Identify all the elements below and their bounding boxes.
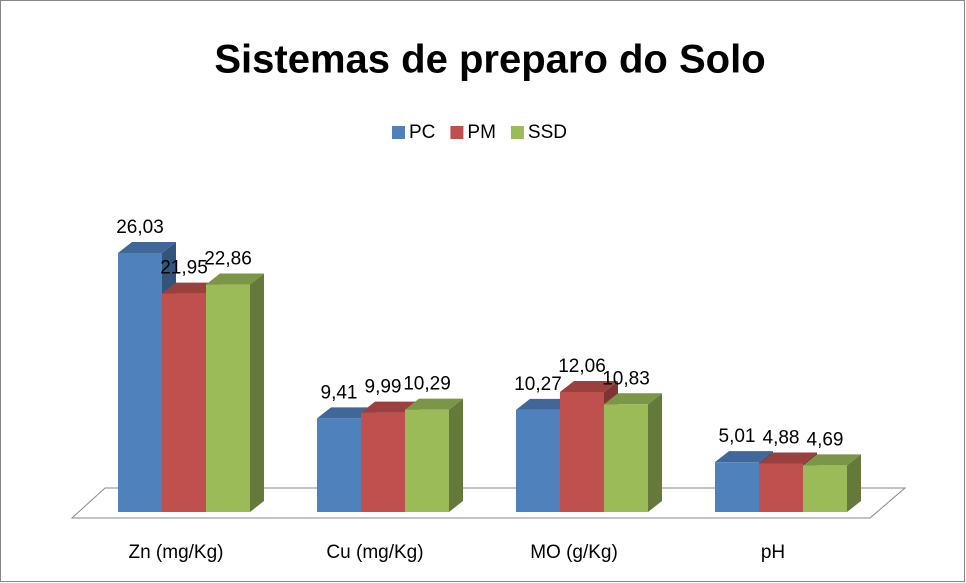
data-label: 12,06 [558, 356, 606, 377]
data-label: 4,88 [763, 427, 800, 448]
bar-front [405, 409, 449, 512]
bar [604, 393, 662, 512]
bar-top [206, 273, 264, 285]
bar-front [206, 284, 250, 512]
bar [803, 454, 861, 512]
bar-side [648, 393, 662, 512]
bar-front [715, 462, 759, 512]
bar-front [516, 409, 560, 512]
data-label: 10,83 [602, 368, 650, 389]
bar-top [118, 242, 176, 253]
legend-label: PM [467, 122, 496, 143]
data-label: 21,95 [160, 258, 208, 279]
bar [206, 273, 264, 512]
x-tick-label: pH [761, 542, 785, 563]
data-label: 9,99 [365, 377, 402, 398]
data-label: 10,27 [514, 374, 562, 395]
legend-label: PC [409, 122, 435, 143]
legend-swatch [392, 126, 405, 139]
bar [405, 398, 463, 512]
bar-front [803, 465, 847, 512]
x-tick-label: MO (g/Kg) [530, 542, 618, 563]
x-tick-label: Zn (mg/Kg) [128, 542, 223, 563]
bar-front [604, 404, 648, 512]
chart-title: Sistemas de preparo do Solo [214, 38, 765, 82]
bar-side [250, 273, 264, 512]
bar-top [317, 407, 375, 419]
floor [70, 487, 907, 519]
bar-front [361, 412, 405, 512]
bar-top [715, 451, 773, 463]
data-label: 5,01 [719, 426, 756, 447]
data-label: 22,86 [204, 249, 252, 270]
data-label: 4,69 [807, 429, 844, 450]
bar-top [516, 398, 574, 410]
bar-top [162, 282, 220, 294]
bar-side [847, 454, 861, 512]
bar-side [449, 398, 463, 512]
bar-front [759, 463, 803, 512]
x-tick-label: Cu (mg/Kg) [326, 542, 423, 563]
bar-front [162, 293, 206, 512]
bar-top [405, 398, 463, 410]
legend-swatch [450, 126, 464, 139]
legend-label: SSD [528, 122, 567, 143]
bar-front [118, 253, 162, 512]
legend-swatch [510, 126, 524, 139]
bar-top [604, 393, 662, 405]
data-label: 26,03 [116, 217, 164, 238]
bar-top [560, 381, 618, 393]
bar-front [560, 392, 604, 512]
bar-top [759, 452, 817, 464]
data-label: 9,41 [321, 382, 358, 403]
data-label: 10,29 [403, 374, 451, 395]
bar-front [317, 418, 361, 512]
bar-top [803, 454, 861, 466]
bar-top [361, 401, 419, 413]
